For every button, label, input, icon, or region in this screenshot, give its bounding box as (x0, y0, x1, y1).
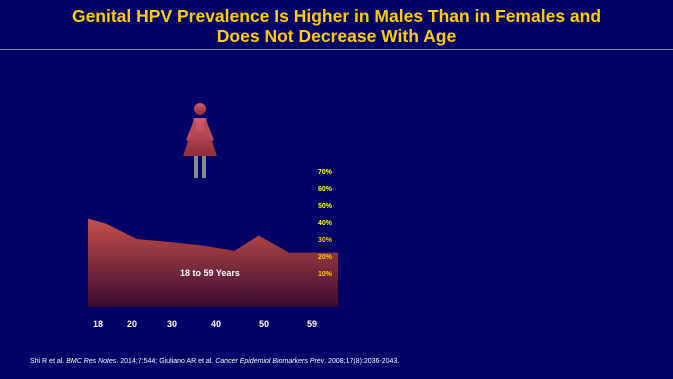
x-tick-label: 20 (127, 319, 137, 329)
citation: Shi R et al. BMC Res Notes. 2014;7:544; … (30, 358, 399, 365)
age-range-annotation: 18 to 59 Years (180, 268, 240, 278)
citation-part-3: . 2008;17(8):2036-2043. (324, 358, 400, 365)
prevalence-area (88, 218, 338, 307)
y-tick-label: 30% (318, 237, 333, 244)
citation-journal-2: Cancer Epidemiol Biomarkers Prev (215, 358, 325, 365)
x-tick-label: 40 (211, 319, 221, 329)
slide-title-line-2: Does Not Decrease With Age (216, 26, 457, 46)
x-tick-label: 18 (93, 319, 103, 329)
x-tick-label: 59 (307, 319, 317, 329)
slide-title-line-1: Genital HPV Prevalence Is Higher in Male… (71, 6, 602, 26)
citation-journal-1: BMC Res Notes (66, 358, 117, 365)
x-tick-label: 30 (167, 319, 177, 329)
x-tick-label: 50 (259, 319, 269, 329)
y-tick-label: 20% (318, 254, 333, 261)
citation-part-1: Shi R et al. (30, 358, 67, 365)
female-silhouette-icon (183, 103, 217, 178)
y-tick-label: 40% (318, 220, 333, 227)
slide-title: Genital HPV Prevalence Is Higher in Male… (0, 6, 673, 46)
y-tick-label: 70% (318, 169, 333, 176)
y-tick-label: 10% (318, 271, 333, 278)
y-tick-label: 60% (318, 186, 333, 193)
y-tick-label: 50% (318, 203, 333, 210)
citation-part-2: . 2014;7:544; Giuliano AR et al. (116, 358, 216, 365)
title-divider (0, 49, 673, 50)
